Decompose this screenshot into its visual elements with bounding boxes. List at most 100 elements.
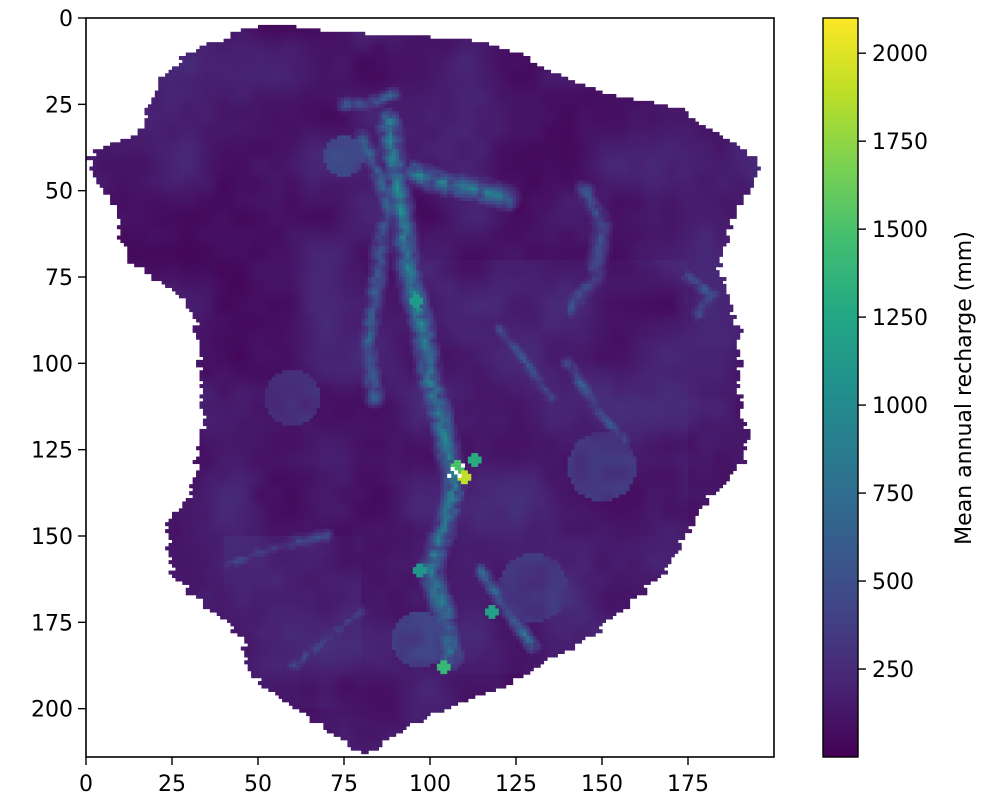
map-cell [350,131,355,137]
map-cell [505,73,510,78]
map-cell [206,55,211,61]
map-cell [299,100,304,105]
map-cell [275,38,280,43]
map-cell [516,118,521,123]
map-cell [467,69,472,74]
map-cell [209,42,214,47]
map-cell [467,100,472,105]
map-cell [447,142,452,147]
map-cell [519,62,524,67]
map-cell [202,145,207,150]
map-cell [271,118,276,123]
map-cell [567,135,572,140]
map-cell [247,90,252,95]
map-cell [608,138,613,143]
map-cell [275,28,280,33]
map-cell [227,38,232,43]
map-cell [467,55,472,61]
map-cell [199,128,204,133]
map-cell [430,118,435,123]
map-cell [196,145,201,150]
map-cell [529,152,534,157]
map-cell [220,138,225,143]
map-cell [522,152,527,157]
map-cell [522,100,527,105]
map-cell [110,145,115,150]
map-cell [694,125,699,130]
map-cell [388,66,393,71]
map-cell [660,152,665,157]
map-cell [454,118,459,123]
map-cell [213,73,218,78]
map-cell [512,128,517,133]
map-cell [271,145,276,150]
map-cell [502,90,507,95]
map-cell [299,28,304,33]
map-cell [347,52,352,57]
map-cell [233,138,238,143]
map-cell [309,52,314,57]
map-cell [540,142,545,147]
map-cell [261,97,266,102]
map-cell [337,100,342,105]
map-cell [264,49,269,54]
map-cell [388,142,393,147]
map-cell [416,42,421,47]
map-cell [660,142,665,147]
map-cell [247,135,252,140]
map-cell [595,121,600,126]
map-cell [553,131,558,137]
map-cell [674,149,679,154]
map-cell [168,83,173,88]
map-cell [478,90,483,95]
map-cell [560,83,565,88]
map-cell [464,145,469,150]
map-cell [426,135,431,140]
map-cell [460,121,465,126]
map-cell [701,128,706,133]
map-cell [213,66,218,71]
map-cell [388,35,393,40]
map-cell [202,138,207,143]
map-cell [244,76,249,81]
map-cell [560,145,565,150]
map-cell [340,76,345,81]
map-cell [564,118,569,123]
map-cell [536,152,541,157]
map-cell [595,152,600,157]
map-cell [333,52,338,57]
map-cell [485,118,490,123]
map-cell [677,111,682,116]
map-cell [209,152,214,157]
map-cell [512,135,517,140]
map-cell [405,145,410,150]
map-cell [344,100,349,105]
map-cell [402,97,407,102]
map-cell [258,80,263,85]
map-cell [271,28,276,33]
map-cell [667,131,672,137]
map-cell [206,52,211,57]
map-cell [185,128,190,133]
map-cell [416,93,421,99]
map-cell [543,69,548,74]
map-cell [192,66,197,71]
map-cell [364,97,369,102]
map-cell [202,93,207,99]
map-cell [337,49,342,54]
map-cell [258,76,263,81]
map-cell [261,55,266,61]
map-cell [495,156,500,161]
map-cell [264,97,269,102]
map-cell [378,114,383,119]
map-cell [464,83,469,88]
map-cell [282,38,287,43]
map-cell [433,97,438,102]
map-cell [529,128,534,133]
map-cell [216,83,221,88]
map-cell [295,107,300,112]
map-cell [440,145,445,150]
map-cell [502,135,507,140]
map-cell [206,42,211,47]
map-cell [471,87,476,92]
